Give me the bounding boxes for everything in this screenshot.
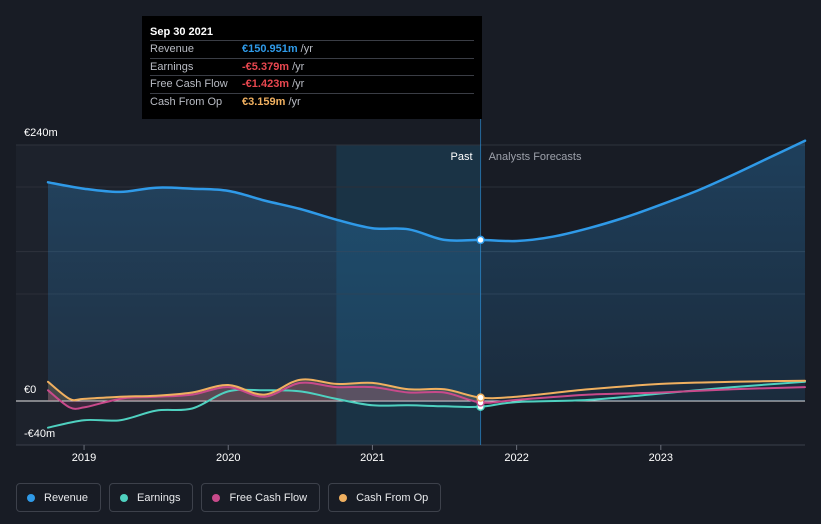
tooltip-label: Free Cash Flow [150, 78, 228, 91]
x-tick-label: 2020 [216, 452, 240, 464]
tooltip-label: Revenue [150, 43, 195, 56]
chart-legend: Revenue Earnings Free Cash Flow Cash Fro… [16, 483, 442, 512]
legend-item-free-cash-flow[interactable]: Free Cash Flow [201, 483, 321, 512]
tooltip-unit: /yr [292, 78, 305, 91]
forecast-label: Analysts Forecasts [489, 151, 582, 163]
y-tick-label: €0 [24, 384, 36, 396]
legend-item-earnings[interactable]: Earnings [109, 483, 194, 512]
tooltip-value: -€5.379m [242, 60, 290, 73]
past-label: Past [451, 151, 473, 163]
x-tick-label: 2021 [360, 452, 384, 464]
x-tick-label: 2019 [72, 452, 96, 464]
tooltip-value: €150.951m [242, 43, 298, 56]
chart-tooltip: Sep 30 2021 Revenue €150.951m /yr Earnin… [142, 16, 482, 119]
tooltip-value: €3.159m [242, 95, 286, 108]
legend-label: Free Cash Flow [229, 491, 308, 504]
data-point-marker [476, 235, 485, 245]
series-line-earnings [47, 380, 806, 429]
tooltip-value: -€1.423m [242, 78, 290, 91]
legend-label: Earnings [137, 491, 181, 504]
y-tick-label: -€40m [24, 428, 55, 440]
tooltip-unit: /yr [292, 60, 305, 73]
tooltip-label: Cash From Op [150, 95, 223, 108]
tooltip-row-revenue: Revenue €150.951m /yr [150, 40, 474, 58]
legend-label: Cash From Op [356, 491, 429, 504]
legend-dot-icon [120, 493, 129, 502]
legend-label: Revenue [44, 491, 89, 504]
series-line-free-cash-flow [47, 381, 806, 410]
revenue-area [48, 140, 805, 401]
x-tick-label: 2023 [649, 452, 673, 464]
legend-item-revenue[interactable]: Revenue [16, 483, 102, 512]
tooltip-unit: /yr [300, 43, 313, 56]
tooltip-row-earnings: Earnings -€5.379m /yr [150, 57, 474, 76]
series-line-cash-from-op [47, 378, 806, 402]
tooltip-row-free-cash-flow: Free Cash Flow -€1.423m /yr [150, 75, 474, 93]
series-line-revenue [46, 139, 807, 243]
series-area-free-cash-flow [48, 382, 481, 409]
data-point-marker [476, 393, 485, 402]
legend-dot-icon [27, 493, 35, 502]
tooltip-label: Earnings [150, 60, 194, 73]
legend-dot-icon [339, 493, 348, 502]
y-tick-label: €240m [24, 127, 58, 139]
x-tick-label: 2022 [504, 452, 528, 464]
series-area-cash-from-op [48, 379, 481, 401]
legend-dot-icon [212, 493, 221, 502]
legend-item-cash-from-op[interactable]: Cash From Op [328, 483, 442, 512]
tooltip-date: Sep 30 2021 [150, 26, 213, 38]
tooltip-unit: /yr [288, 95, 301, 108]
tooltip-row-cash-from-op: Cash From Op €3.159m /yr [150, 92, 474, 111]
